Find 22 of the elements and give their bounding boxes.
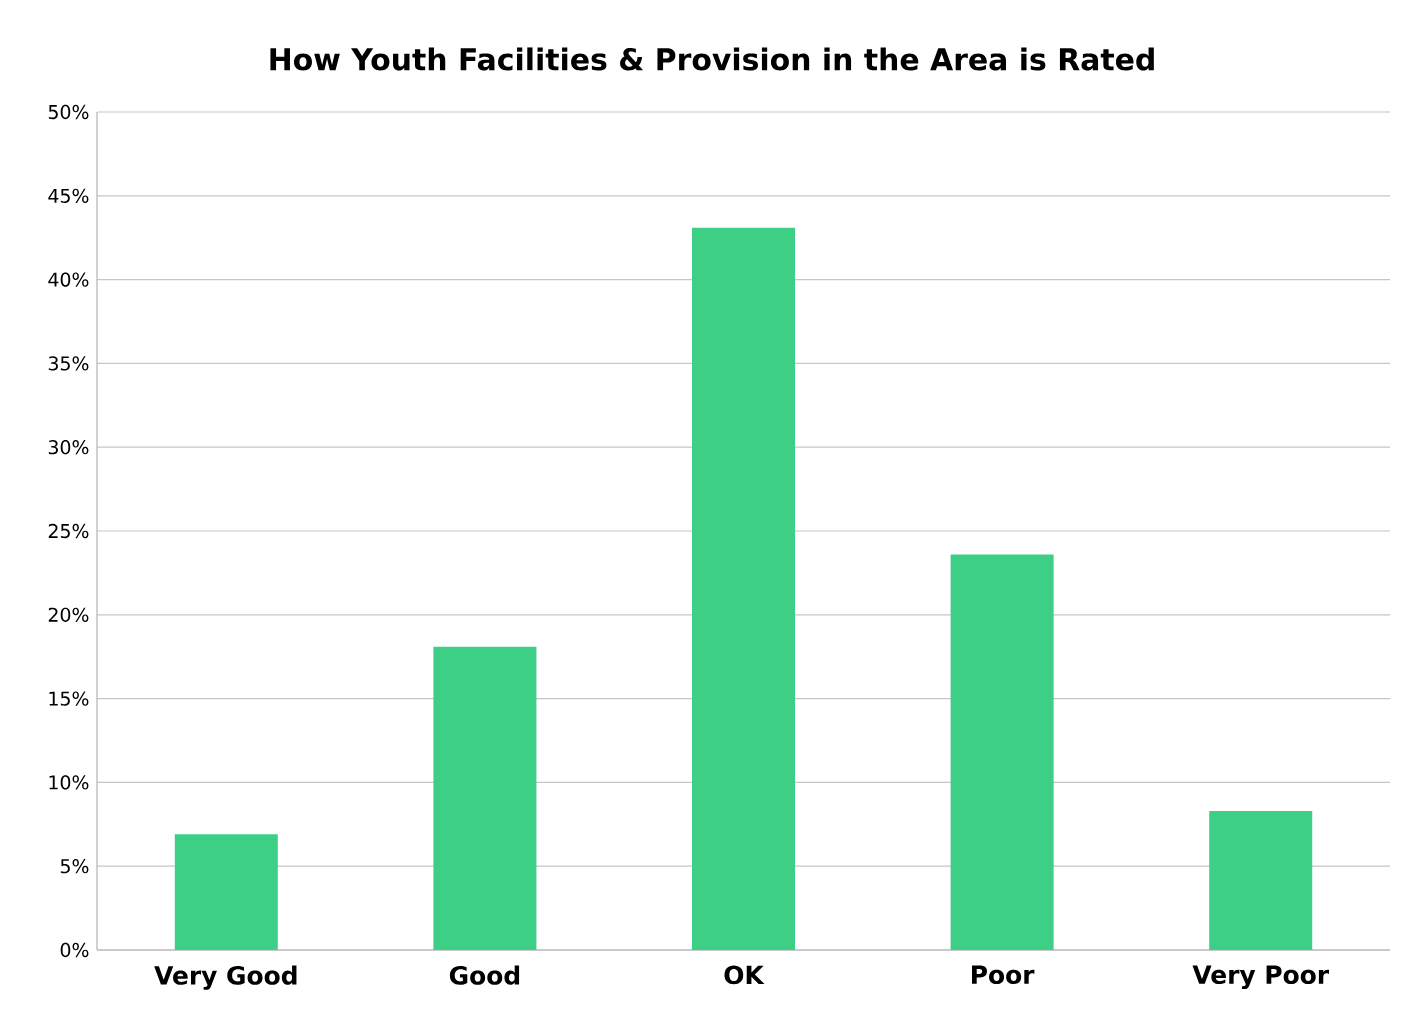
x-tick-label: Very Good	[154, 965, 297, 990]
y-tick-label: 30%	[48, 440, 89, 455]
y-tick-label: 5%	[60, 859, 89, 874]
x-tick-label: Poor	[972, 965, 1035, 985]
bar	[692, 227, 796, 950]
y-tick-label: 50%	[48, 104, 89, 120]
y-tick-label: 15%	[49, 691, 89, 706]
y-tick-label: 20%	[48, 607, 89, 622]
y-tick-label: 10%	[49, 775, 89, 790]
y-tick-label: 45%	[48, 188, 89, 203]
y-tick-label: 25%	[48, 523, 89, 539]
bar	[174, 834, 278, 950]
bar	[433, 646, 537, 950]
y-tick-label: 40%	[48, 272, 89, 287]
chart-title: How Youth Facilities & Provision in the Area is Rated	[270, 47, 1154, 71]
bar	[1209, 810, 1313, 950]
y-tick-label: 35%	[48, 356, 89, 371]
y-tick-label: 0%	[60, 942, 89, 958]
x-tick-label: OK	[724, 965, 765, 985]
bar	[950, 554, 1054, 950]
x-tick-label: Good	[449, 965, 520, 985]
x-tick-label: Very Poor	[1192, 965, 1329, 990]
